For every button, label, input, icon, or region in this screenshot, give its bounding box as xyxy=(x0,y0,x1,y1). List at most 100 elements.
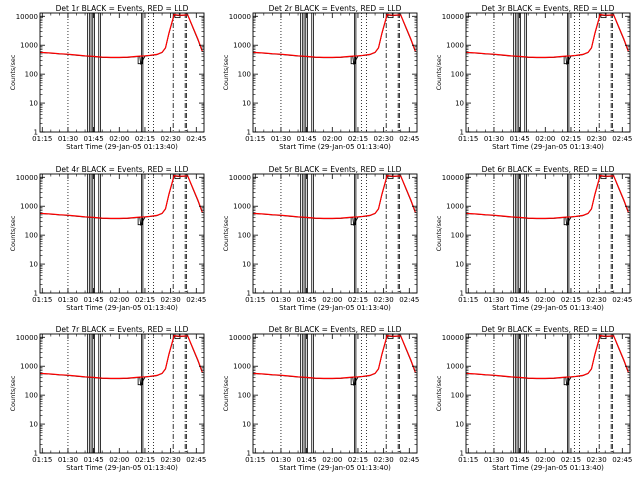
y-tick-label: 100 xyxy=(25,392,38,400)
panel-title: Det 9r BLACK = Events, RED = LLD xyxy=(482,325,615,334)
y-tick-label: 1000 xyxy=(233,203,251,211)
y-tick-label: 1000 xyxy=(446,203,464,211)
y-tick-label: 10000 xyxy=(229,174,251,182)
x-tick-label: 02:30 xyxy=(587,296,607,304)
y-axis-label: Counts/sec xyxy=(222,54,230,90)
y-tick-label: 10 xyxy=(29,261,38,269)
panel-title: Det 4r BLACK = Events, RED = LLD xyxy=(56,165,189,174)
x-tick-label: 02:15 xyxy=(348,456,368,464)
y-tick-label: 10 xyxy=(29,421,38,429)
series-lld-line xyxy=(40,13,203,59)
x-tick-label: 01:45 xyxy=(84,456,104,464)
y-tick-label: 100 xyxy=(451,232,464,240)
x-tick-label: 02:45 xyxy=(399,135,419,143)
y-tick-label: 1 xyxy=(34,129,38,137)
x-tick-label: 01:15 xyxy=(458,135,478,143)
x-tick-label: 01:30 xyxy=(484,456,504,464)
y-tick-label: 10000 xyxy=(442,174,464,182)
panel-title: Det 5r BLACK = Events, RED = LLD xyxy=(269,165,402,174)
y-tick-label: 10000 xyxy=(442,334,464,342)
detector-panel-9: 1 10 100 1000 10000 01:15 01:30 01:45 02:00 02:15… xyxy=(435,325,632,472)
x-tick-label: 02:45 xyxy=(612,456,632,464)
series-events-line xyxy=(253,335,416,387)
x-tick-label: 02:00 xyxy=(109,456,129,464)
y-tick-label: 10000 xyxy=(229,334,251,342)
x-axis-label: Start Time (29-Jan-05 01:13:40) xyxy=(66,143,178,151)
y-tick-label: 1 xyxy=(34,450,38,458)
x-tick-label: 02:00 xyxy=(109,296,129,304)
x-tick-label: 01:15 xyxy=(245,456,265,464)
y-tick-label: 10 xyxy=(455,100,464,108)
x-tick-label: 01:45 xyxy=(297,296,317,304)
series-events-line xyxy=(466,175,629,227)
x-tick-label: 01:45 xyxy=(510,135,530,143)
x-tick-label: 01:45 xyxy=(84,135,104,143)
x-axis-label: Start Time (29-Jan-05 01:13:40) xyxy=(66,464,178,472)
y-tick-label: 10000 xyxy=(16,174,38,182)
x-tick-label: 02:15 xyxy=(561,135,581,143)
series-lld-line xyxy=(466,174,629,219)
x-tick-label: 01:30 xyxy=(271,296,291,304)
x-tick-label: 01:15 xyxy=(458,296,478,304)
x-axis-label: Start Time (29-Jan-05 01:13:40) xyxy=(279,143,391,151)
x-tick-label: 02:15 xyxy=(348,135,368,143)
y-tick-label: 1 xyxy=(34,290,38,298)
y-tick-label: 100 xyxy=(238,232,251,240)
y-tick-label: 1 xyxy=(460,450,464,458)
plot-frame xyxy=(39,333,205,454)
x-tick-label: 02:45 xyxy=(612,135,632,143)
detector-panel-5: 1 10 100 1000 10000 01:15 01:30 01:45 02:00 02:15… xyxy=(222,165,419,312)
x-tick-label: 02:15 xyxy=(135,456,155,464)
x-tick-label: 01:15 xyxy=(32,135,52,143)
x-tick-label: 02:00 xyxy=(535,296,555,304)
x-tick-label: 02:30 xyxy=(161,135,181,143)
plot-frame xyxy=(252,333,418,454)
x-tick-label: 01:30 xyxy=(271,456,291,464)
detector-panel-6: 1 10 100 1000 10000 01:15 01:30 01:45 02:00 02:15… xyxy=(435,165,632,312)
x-axis-label: Start Time (29-Jan-05 01:13:40) xyxy=(66,304,178,312)
x-tick-label: 02:30 xyxy=(587,456,607,464)
x-tick-label: 02:45 xyxy=(399,296,419,304)
x-tick-label: 01:45 xyxy=(297,456,317,464)
series-lld-line xyxy=(253,13,416,59)
x-tick-label: 02:00 xyxy=(322,296,342,304)
x-tick-label: 02:00 xyxy=(322,456,342,464)
x-tick-label: 02:30 xyxy=(161,296,181,304)
series-lld-line xyxy=(253,174,416,219)
x-tick-label: 01:30 xyxy=(58,296,78,304)
x-tick-label: 01:30 xyxy=(58,135,78,143)
x-tick-label: 02:30 xyxy=(374,456,394,464)
x-tick-label: 02:30 xyxy=(161,456,181,464)
x-tick-label: 02:30 xyxy=(587,135,607,143)
y-axis-label: Counts/sec xyxy=(435,215,443,251)
x-tick-label: 02:15 xyxy=(561,296,581,304)
detector-panel-8: 1 10 100 1000 10000 01:15 01:30 01:45 02:00 02:15… xyxy=(222,325,419,472)
plot-frame xyxy=(465,173,631,294)
x-tick-label: 01:45 xyxy=(510,456,530,464)
detector-panel-1: 1 10 100 1000 10000 01:15 01:30 01:45 02:00 02:15… xyxy=(9,4,206,151)
y-tick-label: 1000 xyxy=(20,203,38,211)
panel-title: Det 3r BLACK = Events, RED = LLD xyxy=(482,4,615,13)
detector-panel-4: 1 10 100 1000 10000 01:15 01:30 01:45 02:00 02:15… xyxy=(9,165,206,312)
series-events-line xyxy=(466,335,629,387)
x-tick-label: 01:30 xyxy=(58,456,78,464)
panel-title: Det 7r BLACK = Events, RED = LLD xyxy=(56,325,189,334)
x-tick-label: 01:15 xyxy=(245,135,265,143)
detector-panel-2: 1 10 100 1000 10000 01:15 01:30 01:45 02:00 02:15… xyxy=(222,4,419,151)
x-tick-label: 02:30 xyxy=(374,296,394,304)
x-axis-label: Start Time (29-Jan-05 01:13:40) xyxy=(492,464,604,472)
y-axis-label: Counts/sec xyxy=(222,215,230,251)
series-lld-line xyxy=(40,334,203,379)
x-axis-label: Start Time (29-Jan-05 01:13:40) xyxy=(492,143,604,151)
x-tick-label: 02:15 xyxy=(135,135,155,143)
y-axis-label: Counts/sec xyxy=(435,54,443,90)
y-tick-label: 1000 xyxy=(20,42,38,50)
y-tick-label: 1000 xyxy=(446,42,464,50)
y-axis-label: Counts/sec xyxy=(9,54,17,90)
panel-title: Det 1r BLACK = Events, RED = LLD xyxy=(56,4,189,13)
x-tick-label: 02:00 xyxy=(322,135,342,143)
detector-panel-3: 1 10 100 1000 10000 01:15 01:30 01:45 02:00 02:15… xyxy=(435,4,632,151)
y-tick-label: 1 xyxy=(460,129,464,137)
series-lld-line xyxy=(466,13,629,59)
